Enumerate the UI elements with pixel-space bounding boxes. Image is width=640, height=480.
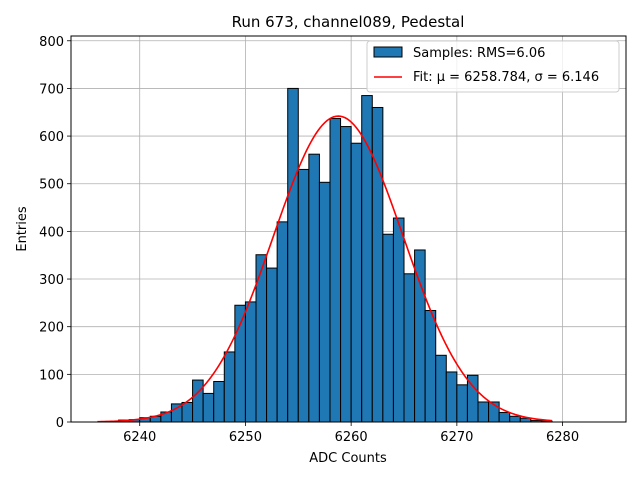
histogram-bar xyxy=(266,267,278,423)
histogram-bars xyxy=(118,87,553,423)
histogram-bar xyxy=(318,181,331,423)
histogram-bar xyxy=(382,233,394,423)
histogram-bar xyxy=(424,309,437,423)
histogram-bar xyxy=(181,401,194,423)
legend-histogram-swatch xyxy=(373,46,403,58)
histogram-bar xyxy=(456,384,468,423)
histogram-bar xyxy=(350,142,363,423)
histogram-bar xyxy=(223,351,236,423)
histogram-bar xyxy=(403,273,416,423)
y-tick-label: 500 xyxy=(39,178,64,193)
x-tick-label: 6280 xyxy=(546,430,579,445)
x-axis-ticks: 6240 6250 6260 6270 6280 xyxy=(123,422,579,445)
y-tick-label: 600 xyxy=(39,130,64,145)
y-tick-label: 800 xyxy=(39,35,64,50)
histogram-bar xyxy=(414,249,426,423)
legend-box xyxy=(366,40,620,93)
histogram-bar xyxy=(192,379,204,423)
x-tick-label: 6260 xyxy=(335,430,368,445)
chart-title: Run 673, channel089, Pedestal xyxy=(232,13,465,31)
y-tick-label: 700 xyxy=(39,82,64,97)
x-tick-label: 6270 xyxy=(440,430,473,445)
histogram-bar xyxy=(445,371,458,423)
histogram-bar xyxy=(435,354,447,423)
y-axis-label: Entries xyxy=(15,206,30,252)
fit-curve-line xyxy=(97,115,553,423)
y-tick-label: 200 xyxy=(39,321,64,336)
histogram-bar xyxy=(308,153,320,423)
y-tick-label: 0 xyxy=(56,416,64,431)
histogram-bar xyxy=(340,126,352,423)
histogram-bar xyxy=(498,411,511,423)
x-tick-label: 6250 xyxy=(229,430,262,445)
y-tick-label: 300 xyxy=(39,273,64,288)
histogram-bar xyxy=(519,417,532,423)
histogram-bar xyxy=(509,415,521,423)
histogram-bar xyxy=(297,168,310,423)
histogram-bar xyxy=(276,221,289,423)
y-tick-label: 100 xyxy=(39,368,64,383)
histogram-bar xyxy=(329,117,342,423)
y-tick-label: 400 xyxy=(39,225,64,240)
x-axis-label: ADC Counts xyxy=(309,451,387,466)
legend-histogram-label: Samples: RMS=6.06 xyxy=(413,46,545,61)
histogram-bar xyxy=(392,217,405,423)
histogram-bar xyxy=(287,87,299,423)
y-axis-ticks: 0 100 200 300 400 500 600 700 800 xyxy=(39,35,71,431)
histogram-bar xyxy=(244,301,257,423)
histogram-bar xyxy=(213,380,225,423)
legend: Samples: RMS=6.06 Fit: μ = 6258.784, σ =… xyxy=(366,40,620,93)
histogram-bar xyxy=(202,392,215,423)
histogram-bar xyxy=(477,401,490,423)
legend-fit-label: Fit: μ = 6258.784, σ = 6.146 xyxy=(413,70,599,85)
x-tick-label: 6240 xyxy=(123,430,156,445)
histogram-bar xyxy=(371,106,384,423)
plot-frame xyxy=(70,35,627,423)
